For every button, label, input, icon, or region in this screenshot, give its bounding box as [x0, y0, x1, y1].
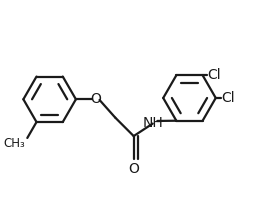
Text: Cl: Cl	[207, 68, 221, 82]
Text: NH: NH	[143, 116, 164, 130]
Text: Cl: Cl	[222, 91, 235, 105]
Text: O: O	[128, 162, 139, 176]
Text: CH₃: CH₃	[3, 137, 25, 150]
Text: O: O	[90, 92, 101, 106]
